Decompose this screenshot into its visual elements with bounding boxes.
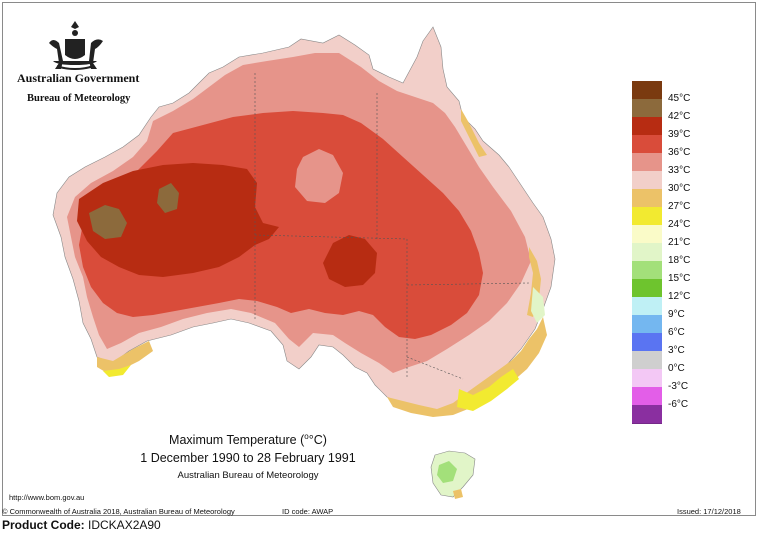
legend-swatch: [632, 117, 662, 136]
tasmania: [430, 450, 476, 499]
legend-swatch: [632, 171, 662, 190]
legend-swatch: [632, 189, 662, 208]
legend-swatch: [632, 99, 662, 118]
legend-label: 30°C: [668, 183, 691, 194]
legend-label: 33°C: [668, 165, 691, 176]
legend-label: 9°C: [668, 309, 685, 320]
legend-swatch: [632, 243, 662, 262]
legend-label: -3°C: [668, 381, 689, 392]
legend-label: 36°C: [668, 147, 691, 158]
legend-swatch: [632, 153, 662, 172]
legend-swatch: [632, 207, 662, 226]
legend-label: 0°C: [668, 363, 685, 374]
legend-swatch: [632, 333, 662, 352]
legend-label: 3°C: [668, 345, 685, 356]
map-title: Maximum Temperature (o°C): [169, 432, 327, 448]
legend-swatch: [632, 387, 662, 406]
legend-swatch: [632, 81, 662, 100]
agency-name: Bureau of Meteorology: [27, 93, 131, 104]
legend-swatch: [632, 135, 662, 154]
map-source: Australian Bureau of Meteorology: [177, 470, 319, 481]
legend-label: 45°C: [668, 93, 691, 104]
legend-label: -6°C: [668, 399, 689, 410]
copyright-text: © Commonwealth of Australia 2018, Austra…: [2, 507, 235, 516]
legend-swatch: [632, 315, 662, 334]
legend-label: 42°C: [668, 111, 691, 122]
legend-label: 27°C: [668, 201, 691, 212]
map-frame: Australian Government Bureau of Meteorol…: [2, 2, 756, 516]
legend-label: 12°C: [668, 291, 691, 302]
legend-label: 6°C: [668, 327, 685, 338]
legend-label: 21°C: [668, 237, 691, 248]
legend-swatch: [632, 261, 662, 280]
product-code: Product Code: IDCKAX2A90: [2, 518, 161, 532]
legend-label: 24°C: [668, 219, 691, 230]
temperature-map: [52, 26, 556, 499]
legend-swatch: [632, 405, 662, 424]
issued-date: Issued: 17/12/2018: [677, 507, 741, 516]
legend-swatch: [632, 279, 662, 298]
legend-swatch: [632, 351, 662, 370]
legend-swatch: [632, 369, 662, 388]
id-code: ID code: AWAP: [282, 507, 334, 516]
organisation-name: Australian Government: [17, 71, 140, 85]
bom-url[interactable]: http://www.bom.gov.au: [9, 493, 85, 502]
legend-swatch: [632, 297, 662, 316]
legend-label: 18°C: [668, 255, 691, 266]
legend-label: 39°C: [668, 129, 691, 140]
legend-swatch: [632, 225, 662, 244]
legend-label: 15°C: [668, 273, 691, 284]
coat-of-arms-icon: [49, 21, 103, 70]
map-period: 1 December 1990 to 28 February 1991: [140, 451, 356, 465]
